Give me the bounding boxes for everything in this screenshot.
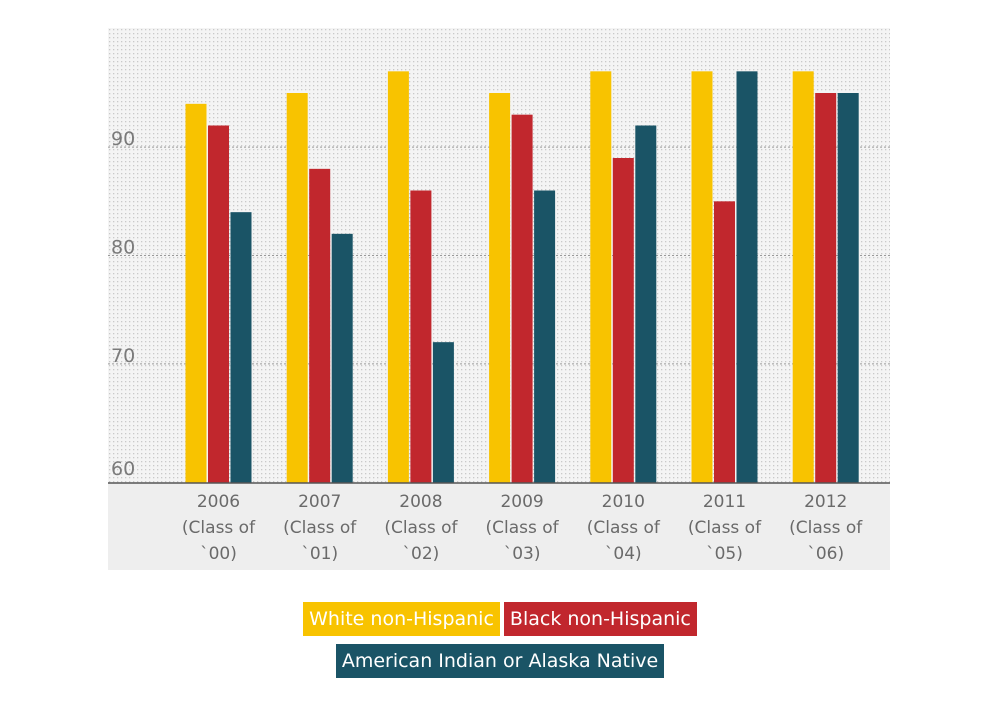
y-tick-label-70: 70	[111, 345, 135, 367]
x-tick-label-2006-line-3: `00)	[200, 544, 237, 564]
bar-american-indian-or-alaska-native-2012	[837, 93, 859, 483]
x-tick-label-2006-line-2: (Class of	[182, 518, 256, 538]
bar-black-non-hispanic-2007	[309, 168, 331, 484]
bar-white-non-hispanic-2010	[590, 71, 612, 483]
bar-american-indian-or-alaska-native-2007	[331, 233, 353, 483]
x-tick-label-2011-line-3: `05)	[706, 544, 743, 564]
x-tick-label-2010-line-1: 2010	[602, 492, 645, 512]
legend-item-american-indian-or-alaska-native: American Indian or Alaska Native	[335, 644, 665, 678]
bar-black-non-hispanic-2008	[410, 190, 432, 483]
y-tick-label-60: 60	[111, 458, 135, 480]
x-tick-label-2008-line-3: `02)	[403, 544, 440, 564]
bar-white-non-hispanic-2009	[489, 93, 511, 483]
legend-item-white-non-hispanic: White non-Hispanic	[303, 602, 500, 636]
x-tick-label-2012-line-2: (Class of	[789, 518, 863, 538]
x-tick-label-2012-line-3: `06)	[807, 544, 844, 564]
x-tick-label-2011-line-1: 2011	[703, 492, 746, 512]
bar-american-indian-or-alaska-native-2006	[230, 212, 252, 483]
x-tick-label-2011-line-2: (Class of	[688, 518, 762, 538]
x-tick-label-2009-line-3: `03)	[504, 544, 541, 564]
bar-american-indian-or-alaska-native-2010	[635, 125, 657, 483]
bar-black-non-hispanic-2009	[511, 114, 533, 484]
bar-black-non-hispanic-2010	[612, 158, 634, 483]
y-tick-label-90: 90	[111, 128, 135, 150]
x-tick-label-2010-line-2: (Class of	[587, 518, 661, 538]
bar-american-indian-or-alaska-native-2009	[534, 190, 556, 483]
legend-item-black-non-hispanic: Black non-Hispanic	[503, 602, 697, 636]
x-tick-label-2008-line-2: (Class of	[384, 518, 458, 538]
x-tick-label-2007-line-3: `01)	[301, 544, 338, 564]
y-tick-label-80: 80	[111, 237, 135, 259]
category-band	[108, 483, 890, 570]
legend: White non-Hispanic Black non-Hispanic Am…	[0, 602, 1000, 682]
bar-american-indian-or-alaska-native-2008	[432, 342, 454, 483]
x-tick-label-2010-line-3: `04)	[605, 544, 642, 564]
x-tick-label-2008-line-1: 2008	[399, 492, 442, 512]
bar-black-non-hispanic-2012	[815, 93, 837, 483]
x-tick-label-2007-line-1: 2007	[298, 492, 341, 512]
chart-svg: 60 70 80 90 2006 (Class of `00) 2007 (Class of `0…	[108, 28, 890, 570]
chart: 60 70 80 90 2006 (Class of `00) 2007 (Class of `0…	[108, 28, 890, 570]
bar-white-non-hispanic-2007	[286, 93, 308, 483]
x-tick-label-2009-line-1: 2009	[500, 492, 543, 512]
x-tick-label-2007-line-2: (Class of	[283, 518, 357, 538]
bar-white-non-hispanic-2011	[691, 71, 713, 483]
x-tick-label-2006-line-1: 2006	[197, 492, 240, 512]
x-tick-label-2012-line-1: 2012	[804, 492, 847, 512]
bar-white-non-hispanic-2006	[185, 103, 207, 483]
bar-white-non-hispanic-2012	[792, 71, 814, 483]
bar-black-non-hispanic-2006	[208, 125, 229, 483]
x-tick-label-2009-line-2: (Class of	[486, 518, 560, 538]
bar-black-non-hispanic-2011	[714, 201, 735, 484]
bar-american-indian-or-alaska-native-2011	[736, 71, 758, 483]
bar-white-non-hispanic-2008	[387, 71, 409, 483]
